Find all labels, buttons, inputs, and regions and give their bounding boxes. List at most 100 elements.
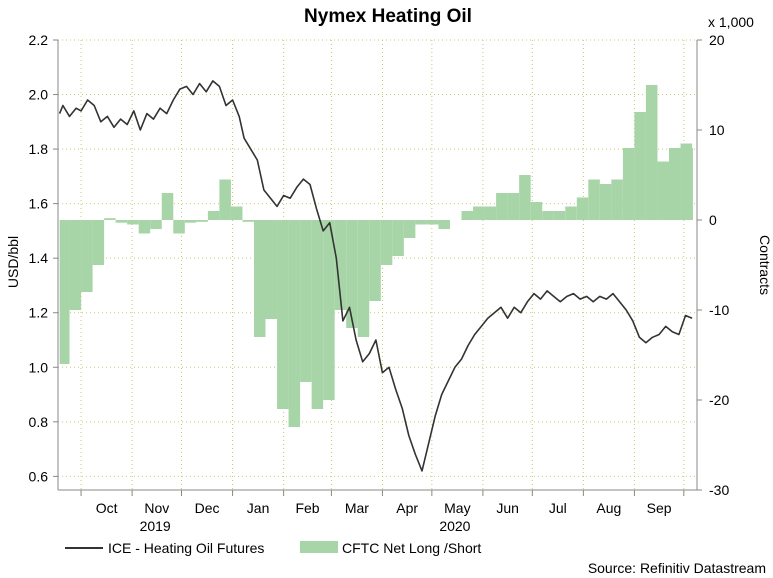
net-position-bar (507, 193, 520, 220)
net-position-bar (288, 220, 301, 427)
right-axis-ticks: 20 10 0 -10 -20 -30 (709, 32, 729, 498)
net-position-bar (357, 220, 370, 337)
net-position-bar (207, 211, 220, 220)
net-position-bar (277, 220, 289, 409)
left-tick-label: 2.0 (29, 87, 49, 103)
net-position-bar (403, 220, 416, 238)
net-position-bar (311, 220, 324, 409)
left-tick-label: 1.6 (29, 196, 49, 212)
net-position-bar (69, 220, 82, 310)
net-position-bar (265, 220, 278, 319)
x-tick-label: Aug (596, 500, 621, 516)
net-position-bar (300, 220, 312, 382)
left-tick-label: 1.0 (29, 359, 49, 375)
legend-line-label: ICE - Heating Oil Futures (108, 540, 264, 556)
left-tick-label: 1.2 (29, 305, 49, 321)
net-position-bar (473, 206, 485, 220)
x-tick-label: Jun (496, 500, 519, 516)
x-tick-label: May (444, 500, 470, 516)
net-position-bar (138, 220, 151, 234)
net-position-bar (173, 220, 185, 234)
right-tick-label: 10 (709, 122, 725, 138)
net-position-bar (438, 220, 450, 229)
x-axis-ticks: Oct Nov Dec Jan Feb Mar Apr May Jun Jul Aug Sep 2019… (96, 500, 672, 534)
net-position-bar (127, 220, 139, 225)
net-position-bar (161, 193, 174, 220)
right-axis-multiplier: x 1,000 (708, 14, 754, 30)
net-position-bar (196, 220, 208, 222)
net-position-bar (92, 220, 105, 265)
net-position-bar (657, 161, 670, 220)
x-tick-label: Dec (195, 500, 220, 516)
net-position-bar (576, 197, 589, 220)
net-position-bar (426, 220, 439, 225)
net-position-bar (553, 211, 566, 220)
x-tick-label: Feb (295, 500, 319, 516)
net-position-area (59, 85, 693, 427)
legend-area-label: CFTC Net Long /Short (342, 540, 481, 556)
net-position-bar (634, 112, 646, 220)
right-axis-title: Contracts (757, 235, 773, 295)
left-tick-label: 0.6 (29, 468, 49, 484)
net-position-bar (242, 220, 254, 222)
net-position-bar (104, 218, 116, 220)
net-position-bar (680, 143, 693, 220)
x-tick-label: Mar (345, 500, 369, 516)
net-position-bar (669, 148, 681, 220)
net-position-bar (611, 179, 623, 220)
net-position-bar (461, 211, 474, 220)
x-tick-label: Sep (647, 500, 672, 516)
left-tick-label: 1.4 (29, 250, 49, 266)
net-position-bar (369, 220, 381, 301)
x-tick-label: Nov (144, 500, 169, 516)
x-year-label: 2020 (439, 518, 470, 534)
chart-title: Nymex Heating Oil (304, 6, 472, 27)
x-tick-label: Jan (247, 500, 270, 516)
net-position-bar (415, 220, 427, 225)
net-position-bar (484, 206, 497, 220)
net-position-bar (599, 184, 612, 220)
legend-area-swatch (300, 541, 338, 553)
axes (53, 39, 702, 496)
net-position-bar (253, 220, 266, 337)
left-axis-ticks: 0.6 0.8 1.0 1.2 1.4 1.6 1.8 2.0 2.2 (29, 32, 49, 484)
net-position-bar (334, 220, 347, 310)
net-position-bar (542, 211, 554, 220)
left-tick-label: 2.2 (29, 32, 49, 48)
net-position-bar (150, 220, 162, 229)
source-note: Source: Refinitiv Datastream (588, 560, 766, 576)
x-year-label: 2019 (140, 518, 171, 534)
net-position-bar (59, 220, 70, 364)
net-position-bar (81, 220, 93, 292)
left-tick-label: 0.8 (29, 414, 49, 430)
net-position-bar (519, 175, 531, 220)
net-position-bar (530, 202, 543, 220)
net-position-bar (588, 179, 600, 220)
net-position-bar (219, 179, 231, 220)
right-tick-label: -30 (709, 482, 729, 498)
legend: ICE - Heating Oil Futures CFTC Net Long … (65, 540, 481, 556)
right-tick-label: -10 (709, 302, 729, 318)
net-position-bar (115, 220, 128, 223)
net-position-bar (323, 220, 335, 400)
right-tick-label: 0 (709, 212, 717, 228)
net-position-bar (565, 206, 577, 220)
heating-oil-price-line (58, 80, 693, 472)
net-position-bar (392, 220, 404, 256)
net-position-bar (496, 193, 508, 220)
net-position-bar (622, 148, 635, 220)
x-tick-label: Jul (549, 500, 567, 516)
net-position-bar (645, 85, 658, 220)
net-position-bar (692, 148, 693, 220)
left-axis-title: USD/bbl (5, 236, 21, 288)
heating-oil-line (58, 80, 693, 472)
x-tick-label: Oct (96, 500, 118, 516)
x-tick-label: Apr (396, 500, 418, 516)
net-position-bar (184, 220, 197, 223)
right-tick-label: 20 (709, 32, 725, 48)
left-tick-label: 1.8 (29, 141, 49, 157)
net-position-bar (346, 220, 358, 328)
net-position-bar (380, 220, 393, 265)
right-tick-label: -20 (709, 392, 729, 408)
